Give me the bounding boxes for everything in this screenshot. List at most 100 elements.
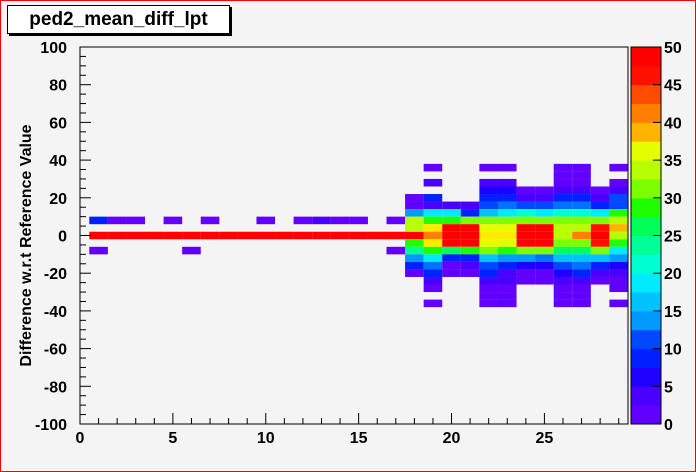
heatmap-cell bbox=[497, 246, 517, 255]
heatmap-cell bbox=[479, 299, 498, 308]
heatmap-cell bbox=[572, 178, 591, 187]
heatmap-cell bbox=[609, 231, 628, 240]
heatmap-cell bbox=[609, 194, 628, 202]
heatmap-cell bbox=[312, 216, 331, 225]
heatmap-cell bbox=[442, 209, 461, 217]
heatmap-cell bbox=[497, 216, 517, 225]
heatmap-cell bbox=[423, 216, 443, 225]
heatmap-cell bbox=[497, 163, 517, 172]
heatmap-cell bbox=[535, 261, 554, 270]
heatmap-cell bbox=[516, 194, 536, 202]
heatmap-cell bbox=[516, 269, 536, 277]
x-tick-label: 0 bbox=[76, 430, 85, 447]
heatmap-cell bbox=[405, 239, 424, 247]
heatmap-cell bbox=[460, 209, 480, 217]
heatmap-cell bbox=[553, 163, 573, 172]
heatmap-cell bbox=[423, 276, 443, 285]
palette-swatch bbox=[631, 160, 661, 180]
heatmap-cell bbox=[590, 216, 610, 225]
palette-swatch bbox=[631, 197, 661, 218]
heatmap-cell bbox=[535, 194, 554, 202]
x-tick-label: 20 bbox=[443, 430, 461, 447]
heatmap-cell bbox=[275, 231, 294, 240]
heatmap-cell bbox=[535, 201, 554, 210]
heatmap-cell bbox=[256, 216, 276, 225]
heatmap-cell bbox=[516, 239, 536, 247]
heatmap-cell bbox=[479, 231, 498, 240]
plot-title: ped2_mean_diff_lpt bbox=[7, 5, 230, 34]
heatmap-cell bbox=[553, 292, 573, 300]
heatmap-cell bbox=[590, 231, 610, 240]
heatmap-cell bbox=[609, 239, 628, 247]
heatmap-cell bbox=[405, 254, 424, 262]
heatmap-cell bbox=[516, 224, 536, 232]
y-tick-label: 40 bbox=[49, 153, 67, 170]
heatmap-cell bbox=[572, 269, 591, 277]
heatmap-cell bbox=[609, 276, 628, 285]
heatmap-cell bbox=[423, 269, 443, 277]
y-tick-label: -20 bbox=[44, 266, 67, 283]
heatmap-cell bbox=[386, 216, 406, 225]
heatmap-cell bbox=[89, 231, 108, 240]
heatmap-cell bbox=[516, 186, 536, 195]
heatmap-cell bbox=[479, 209, 498, 217]
heatmap-cell bbox=[460, 246, 480, 255]
heatmap-cell bbox=[237, 231, 257, 240]
heatmap-cell bbox=[590, 186, 610, 195]
heatmap-cell bbox=[219, 231, 238, 240]
heatmap-cell bbox=[423, 284, 443, 293]
palette-tick-label: 15 bbox=[664, 304, 682, 321]
heatmap-cell bbox=[293, 231, 313, 240]
heatmap-cell bbox=[479, 194, 498, 202]
heatmap-cell bbox=[609, 186, 628, 195]
heatmap-cell bbox=[535, 186, 554, 195]
heatmap-cell bbox=[442, 254, 461, 262]
heatmap-cell bbox=[145, 231, 164, 240]
heatmap-cell bbox=[405, 216, 424, 225]
x-tick-label: 5 bbox=[168, 430, 177, 447]
heatmap-cell bbox=[535, 254, 554, 262]
palette-tick-label: 50 bbox=[664, 40, 682, 57]
heatmap-cell bbox=[572, 292, 591, 300]
palette-swatch bbox=[631, 235, 661, 255]
heatmap-cell bbox=[572, 201, 591, 210]
palette-swatch bbox=[631, 47, 661, 67]
heatmap-cell bbox=[572, 163, 591, 172]
heatmap-cell bbox=[609, 201, 628, 210]
heatmap-cell bbox=[405, 224, 424, 232]
heatmap-cell bbox=[497, 178, 517, 187]
palette-swatch bbox=[631, 386, 661, 406]
heatmap-cell bbox=[182, 231, 201, 240]
heatmap-cell bbox=[572, 209, 591, 217]
palette-swatch bbox=[631, 84, 661, 105]
heatmap-cell bbox=[609, 224, 628, 232]
heatmap-cell bbox=[405, 231, 424, 240]
heatmap-cell bbox=[609, 163, 628, 172]
heatmap-cell bbox=[293, 216, 313, 225]
heatmap-cell bbox=[460, 231, 480, 240]
y-tick-label: -60 bbox=[44, 342, 67, 359]
heatmap-cell bbox=[497, 261, 517, 270]
heatmap-cell bbox=[590, 224, 610, 232]
heatmap-cell bbox=[442, 231, 461, 240]
heatmap-cell bbox=[479, 239, 498, 247]
heatmap-cell bbox=[572, 224, 591, 232]
heatmap-cell bbox=[609, 246, 628, 255]
axes: 0 5 10 15 20 25 -100 -80 -60 -40 -20 0 20 40 60 80 100 bbox=[35, 40, 629, 447]
heatmap-cell bbox=[479, 178, 498, 187]
heatmap-cell bbox=[423, 201, 443, 210]
heatmap-cell bbox=[609, 261, 628, 270]
heatmap-cell bbox=[405, 194, 424, 202]
heatmap-cell bbox=[442, 224, 461, 232]
heatmap-cell bbox=[590, 239, 610, 247]
y-tick-label: 20 bbox=[49, 191, 67, 208]
heatmap-cell bbox=[460, 239, 480, 247]
heatmap-cell bbox=[423, 178, 443, 187]
heatmap-cell bbox=[423, 209, 443, 217]
heatmap-cell bbox=[590, 246, 610, 255]
heatmap-cell bbox=[497, 224, 517, 232]
y-tick-label: 0 bbox=[58, 229, 67, 246]
palette-swatch bbox=[631, 103, 661, 123]
heatmap-cell bbox=[572, 171, 591, 179]
